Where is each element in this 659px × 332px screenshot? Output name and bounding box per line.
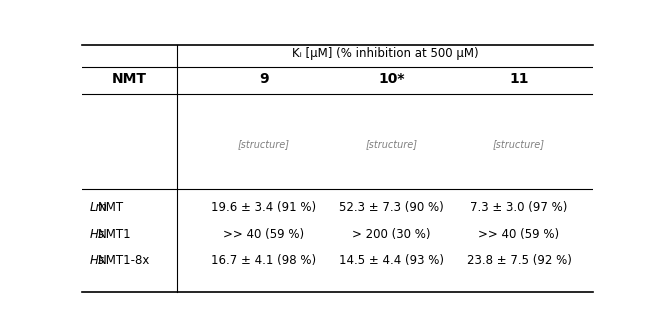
Text: NMT: NMT bbox=[98, 201, 125, 214]
Text: > 200 (30 %): > 200 (30 %) bbox=[352, 228, 430, 241]
Text: 52.3 ± 7.3 (90 %): 52.3 ± 7.3 (90 %) bbox=[339, 201, 444, 214]
Text: 19.6 ± 3.4 (91 %): 19.6 ± 3.4 (91 %) bbox=[211, 201, 316, 214]
Text: 16.7 ± 4.1 (98 %): 16.7 ± 4.1 (98 %) bbox=[211, 254, 316, 268]
Text: NMT: NMT bbox=[112, 72, 147, 86]
Text: >> 40 (59 %): >> 40 (59 %) bbox=[478, 228, 559, 241]
Text: [structure]: [structure] bbox=[365, 139, 417, 149]
Text: >> 40 (59 %): >> 40 (59 %) bbox=[223, 228, 304, 241]
Text: [structure]: [structure] bbox=[238, 139, 290, 149]
Text: 11: 11 bbox=[509, 72, 529, 86]
Text: [structure]: [structure] bbox=[493, 139, 545, 149]
Text: Lm: Lm bbox=[90, 201, 108, 214]
Text: 9: 9 bbox=[259, 72, 268, 86]
Text: Hs: Hs bbox=[90, 254, 105, 268]
Text: 14.5 ± 4.4 (93 %): 14.5 ± 4.4 (93 %) bbox=[339, 254, 444, 268]
Text: 23.8 ± 7.5 (92 %): 23.8 ± 7.5 (92 %) bbox=[467, 254, 571, 268]
Text: Kᵢ [μM] (% inhibition at 500 μM): Kᵢ [μM] (% inhibition at 500 μM) bbox=[292, 47, 478, 60]
Text: 10*: 10* bbox=[378, 72, 405, 86]
Text: NMT1: NMT1 bbox=[98, 228, 132, 241]
Text: 7.3 ± 3.0 (97 %): 7.3 ± 3.0 (97 %) bbox=[471, 201, 568, 214]
Text: NMT1-8x: NMT1-8x bbox=[98, 254, 150, 268]
Text: Hs: Hs bbox=[90, 228, 105, 241]
